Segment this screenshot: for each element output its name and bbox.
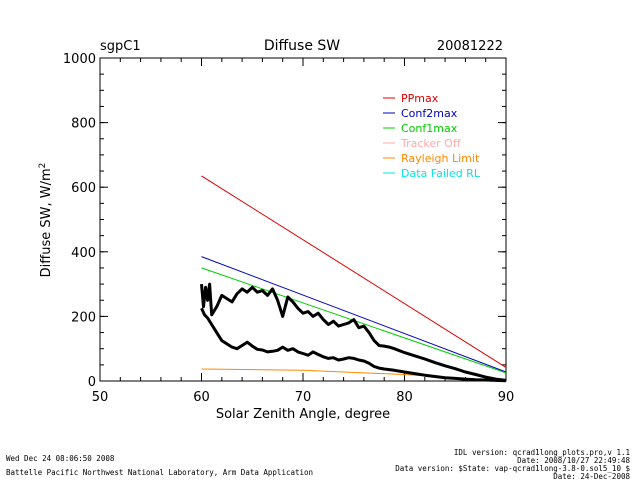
series-layer	[200, 175, 507, 383]
chart-title: Diffuse SW	[264, 38, 340, 54]
legend-label: Tracker Off	[400, 137, 461, 150]
y-axis-label: Diffuse SW, W/m2	[38, 163, 54, 278]
legend-label: Conf2max	[401, 107, 458, 120]
footer-lab: Battelle Pacific Northwest National Labo…	[6, 468, 314, 477]
y-tick-label: 200	[71, 310, 96, 325]
y-axis-label-superscript: 2	[38, 163, 48, 169]
y-tick-label: 1000	[63, 52, 96, 67]
footer-idl-date: Date: 2008/10/27 22:49:48	[517, 456, 630, 465]
footer-data-version: Data version: $State: vap-qcrad1long-3.8…	[395, 464, 630, 473]
footer-data-date: Date: 24-Dec-2008	[553, 472, 630, 481]
y-axis-label-text: Diffuse SW, W/m	[39, 168, 54, 277]
y-tick-label: 600	[71, 181, 96, 196]
x-axis-ticks: 50 60 70 80 90	[92, 58, 515, 405]
y-axis-ticks: 0 200 400 600 800 1000	[63, 52, 506, 390]
y-tick-label: 400	[71, 246, 96, 261]
legend-label: Data Failed RL	[401, 167, 481, 180]
x-axis-label: Solar Zenith Angle, degree	[216, 407, 390, 422]
legend: PPmax Conf2max Conf1max Tracker Off Rayleigh…	[383, 92, 481, 180]
legend-label: PPmax	[401, 92, 439, 105]
legend-label: Conf1max	[401, 122, 458, 135]
y-tick-label: 0	[88, 375, 96, 390]
legend-label: Rayleigh Limit	[401, 152, 480, 165]
series-line-conf2max	[201, 256, 507, 373]
x-tick-label: 60	[193, 390, 210, 405]
observed-diffuse-line-2	[200, 307, 507, 383]
series-line-ppmax	[201, 175, 507, 368]
x-tick-label: 80	[396, 390, 413, 405]
y-tick-label: 800	[71, 117, 96, 132]
x-tick-label: 90	[498, 390, 515, 405]
footer-idl-version: IDL version: qcrad1long_plots.pro,v 1.1	[453, 448, 630, 457]
x-tick-label: 70	[295, 390, 312, 405]
site-label: sgpC1	[100, 39, 141, 54]
footer-timestamp: Wed Dec 24 08:06:50 2008	[6, 454, 115, 463]
x-tick-label: 50	[92, 390, 109, 405]
date-label: 20081222	[437, 39, 503, 54]
observed-diffuse-line-1	[200, 282, 507, 382]
